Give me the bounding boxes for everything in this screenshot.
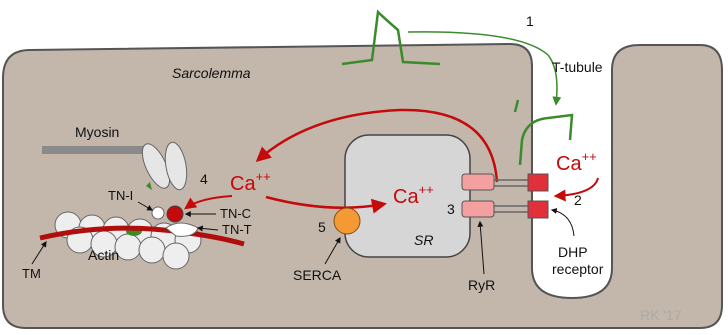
sarcolemma-label: Sarcolemma	[172, 65, 251, 81]
dhp-label: receptor	[552, 261, 604, 277]
troponin-c	[166, 205, 184, 223]
step-label: 1	[526, 13, 534, 29]
t-tubule-label: T-tubule	[552, 59, 603, 75]
action-potential	[341, 9, 441, 66]
serca-label: SERCA	[293, 267, 342, 283]
tubule-potential	[513, 99, 520, 113]
arrow	[196, 225, 219, 232]
actin-label: Actin	[88, 247, 119, 263]
step-label: 2	[574, 192, 582, 208]
coupling-lines	[494, 179, 528, 213]
uptake-arrow	[265, 195, 387, 214]
arrow	[184, 195, 233, 210]
ryanodine-receptor	[461, 173, 495, 191]
arrow	[407, 31, 562, 106]
arrow	[550, 208, 575, 237]
arrow	[477, 220, 485, 275]
dhp-label: DHP	[558, 244, 588, 260]
myosin-head	[164, 141, 188, 191]
binding-site	[146, 182, 152, 190]
dhp-receptor	[527, 173, 549, 192]
calcium-label: Ca++	[393, 182, 434, 208]
tn-c-label: TN-C	[220, 206, 251, 221]
sarcoplasmic-reticulum	[344, 134, 471, 258]
arrow	[553, 177, 599, 202]
dhp-receptor	[527, 200, 549, 219]
tn-t-label: TN-T	[222, 222, 252, 237]
ryr-label: RyR	[468, 277, 495, 293]
tubule-potential	[518, 113, 574, 166]
ryanodine-receptor	[461, 200, 495, 218]
tm-label: TM	[22, 266, 41, 281]
release-arrow	[255, 108, 499, 183]
troponin-i	[151, 206, 165, 220]
serca-pump	[333, 207, 361, 235]
tn-i-label: TN-I	[108, 188, 133, 203]
calcium-label: Ca++	[230, 169, 271, 195]
arrow	[137, 201, 154, 211]
myosin-label: Myosin	[75, 124, 119, 140]
arrow	[31, 240, 47, 265]
calcium-label: Ca++	[556, 149, 597, 175]
step-label: 4	[200, 171, 208, 187]
sr-label: SR	[414, 232, 433, 248]
step-label: 5	[318, 219, 326, 235]
signature: RK '17	[640, 307, 682, 323]
arrow	[324, 236, 341, 265]
step-label: 3	[447, 201, 455, 217]
